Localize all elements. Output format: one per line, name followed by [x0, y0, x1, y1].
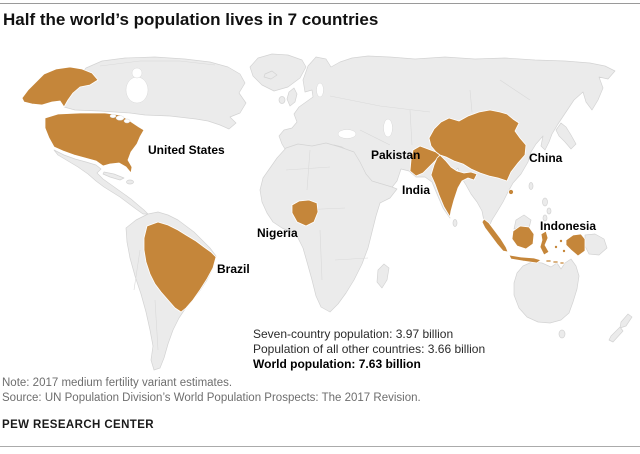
stat-seven-country: Seven-country population: 3.97 billion: [253, 327, 454, 341]
country-label-china: China: [529, 151, 563, 165]
stat-other-countries: Population of all other countries: 3.66 …: [253, 342, 486, 356]
country-nigeria: [291, 199, 319, 227]
landmass-central-america: [53, 149, 149, 215]
landmass-japan: [555, 122, 577, 150]
country-label-indonesia: Indonesia: [540, 219, 597, 233]
world-map-svg: [21, 53, 633, 371]
country-indonesia: [481, 218, 586, 265]
landmass-africa: [259, 142, 398, 313]
country-label-nigeria: Nigeria: [257, 226, 298, 240]
stat-world: World population: 7.63 billion: [253, 357, 421, 371]
footer-brand: PEW RESEARCH CENTER: [2, 419, 155, 431]
inland-water: [99, 60, 531, 351]
country-brazil: [143, 221, 217, 313]
top-rule: [0, 3, 640, 4]
landmass-cuba: [102, 171, 125, 181]
landmass-papua-new-guinea: [584, 233, 608, 256]
country-alaska: [21, 66, 99, 108]
landmass-taiwan: [528, 182, 534, 190]
note-text: Note: 2017 medium fertility variant esti…: [2, 377, 233, 389]
country-india: [430, 154, 478, 218]
country-label-united-states: United States: [148, 143, 225, 157]
landmass-madagascar: [376, 263, 390, 289]
population-stats: Seven-country population: 3.97 billion P…: [253, 327, 485, 372]
landmass-iceland: [263, 70, 278, 80]
source-text: Source: UN Population Division’s World P…: [2, 392, 421, 404]
landmass-nz-south: [608, 326, 624, 343]
highlighted-countries: [21, 66, 586, 313]
landmass-philippines-3: [542, 214, 548, 222]
landmass-greenland: [249, 53, 307, 92]
landmass-nz-north: [619, 313, 633, 329]
landmass-ireland: [278, 96, 286, 104]
bottom-rule: [0, 446, 640, 447]
world-map: [0, 50, 640, 380]
country-pakistan: [409, 145, 441, 177]
landmass-tasmania: [558, 329, 566, 339]
landmass-uk: [286, 87, 298, 107]
country-label-brazil: Brazil: [217, 262, 250, 276]
country-china-hainan: [508, 189, 514, 195]
landmass-australia: [513, 258, 580, 324]
landmass-hispaniola: [126, 179, 134, 185]
landmass-philippines-1: [542, 197, 548, 207]
landmass-canada: [63, 56, 247, 130]
landmass-sri-lanka: [452, 219, 458, 227]
country-china: [428, 109, 527, 182]
country-label-india: India: [402, 183, 431, 197]
country-label-pakistan: Pakistan: [371, 148, 421, 162]
page-title: Half the world’s population lives in 7 c…: [3, 10, 379, 29]
landmass-philippines-2: [546, 207, 552, 215]
